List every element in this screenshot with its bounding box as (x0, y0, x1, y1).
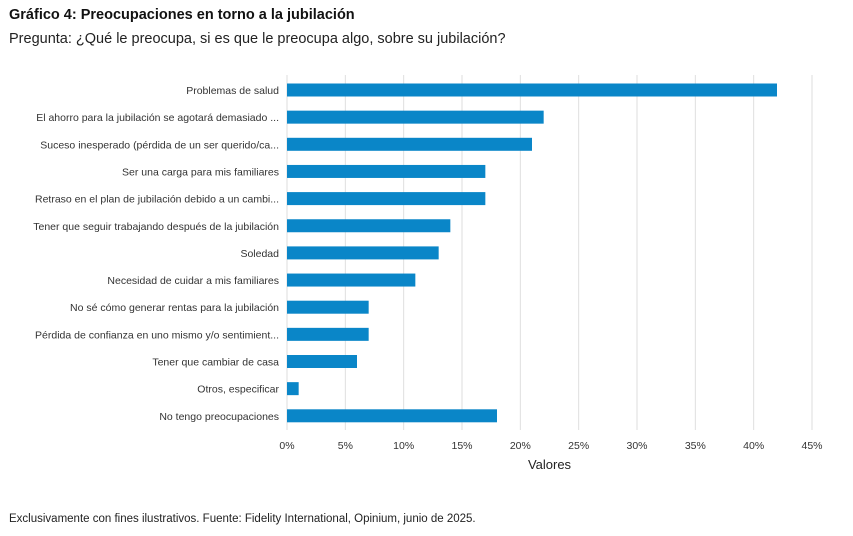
bar (287, 192, 486, 206)
x-tick-label: 35% (685, 440, 706, 452)
bar (287, 273, 416, 287)
category-label: Suceso inesperado (pérdida de un ser que… (40, 139, 279, 151)
category-label: Retraso en el plan de jubilación debido … (35, 194, 279, 206)
bar (287, 110, 544, 124)
x-tick-label: 45% (801, 440, 822, 452)
category-label: No tengo preocupaciones (159, 411, 279, 423)
x-tick-labels: 0% 5% 10% 15% 20% 25% 30% 35% 40% 45% (279, 440, 822, 452)
gridlines (286, 75, 813, 430)
category-label: Tener que seguir trabajando después de l… (33, 221, 279, 233)
x-tick-label: 5% (338, 440, 353, 452)
bar (287, 327, 369, 341)
bar (287, 164, 486, 178)
x-tick-label: 15% (451, 440, 472, 452)
bar (287, 246, 439, 260)
bar (287, 355, 357, 368)
category-label: No sé cómo generar rentas para la jubila… (70, 302, 279, 314)
category-label: Otros, especificar (197, 384, 279, 396)
source-note: Exclusivamente con fines ilustrativos. F… (9, 513, 476, 525)
bar (287, 300, 369, 314)
bar (287, 219, 451, 233)
category-label: Soledad (240, 248, 279, 260)
category-label: Tener que cambiar de casa (152, 357, 279, 369)
bar (287, 382, 299, 396)
category-labels: Problemas de salud El ahorro para la jubi… (33, 85, 279, 423)
chart-subtitle: Pregunta: ¿Qué le preocupa, si es que le… (9, 31, 506, 47)
category-label: Problemas de salud (186, 85, 279, 97)
x-tick-label: 0% (279, 440, 294, 452)
category-label: Necesidad de cuidar a mis familiares (107, 275, 279, 287)
bar (287, 83, 777, 97)
category-label: El ahorro para la jubilación se agotará … (36, 112, 279, 124)
x-tick-label: 40% (743, 440, 764, 452)
x-tick-label: 25% (568, 440, 589, 452)
category-label: Pérdida de confianza en uno mismo y/o se… (35, 329, 279, 341)
x-tick-label: 20% (510, 440, 531, 452)
bar (287, 409, 497, 423)
bars (287, 83, 777, 423)
x-tick-label: 10% (393, 440, 414, 452)
bar (287, 137, 532, 151)
chart-title: Gráfico 4: Preocupaciones en torno a la … (9, 7, 355, 23)
bar-chart: Problemas de salud El ahorro para la jubi… (33, 75, 823, 472)
category-label: Ser una carga para mis familiares (122, 166, 279, 178)
x-tick-label: 30% (626, 440, 647, 452)
x-axis-title: Valores (528, 457, 572, 472)
